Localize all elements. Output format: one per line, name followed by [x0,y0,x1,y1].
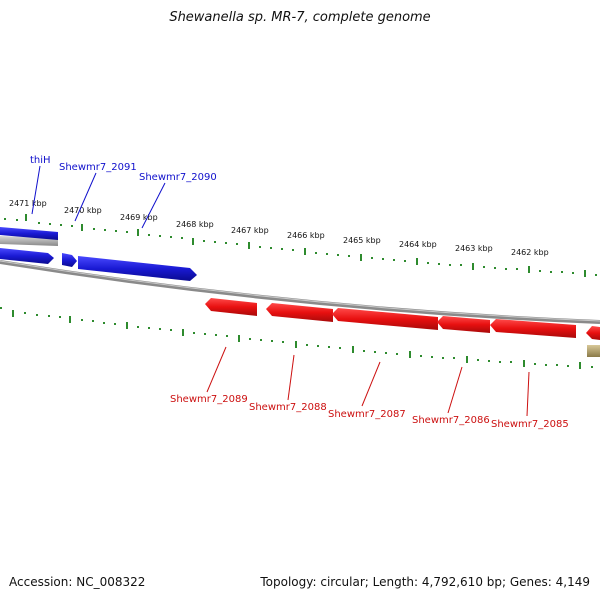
gene-thih[interactable] [0,227,58,240]
topology-text: Topology: circular; Length: 4,792,610 bp… [260,575,590,589]
upper-scale-ticks [4,214,597,277]
scale-labels: 2471 kbp 2470 kbp 2469 kbp 2468 kbp 2467… [9,199,549,257]
scale-label: 2463 kbp [455,244,493,253]
gene-shewmr7-2091[interactable] [62,253,77,267]
forward-leader-lines [31,165,166,229]
lower-scale-ticks [0,307,593,369]
gene-shewmr7-2090[interactable] [78,256,197,281]
gene-shewmr7-2088[interactable] [266,303,333,322]
gene-red-partial[interactable] [586,326,600,340]
scale-label: 2465 kbp [343,236,381,245]
gene-shewmr7-2089[interactable] [205,298,257,316]
feature-khaki[interactable] [587,345,600,357]
gene-label-shewmr7-2087[interactable]: Shewmr7_2087 [328,409,406,420]
scale-label: 2469 kbp [120,213,158,222]
genome-backbone-highlight [0,260,600,322]
scale-label: 2467 kbp [231,226,269,235]
map-title: Shewanella sp. MR-7, complete genome [169,10,431,25]
gene-label-shewmr7-2091[interactable]: Shewmr7_2091 [59,162,137,173]
gene-shewmr7-2086[interactable] [437,316,490,333]
scale-label: 2462 kbp [511,248,549,257]
genome-backbone [0,260,600,324]
gene-label-thih[interactable]: thiH [30,155,51,166]
scale-label: 2468 kbp [176,220,214,229]
gene-label-shewmr7-2086[interactable]: Shewmr7_2086 [412,415,490,426]
scale-label: 2470 kbp [64,206,102,215]
accession-text: Accession: NC_008322 [9,575,146,589]
scale-label: 2464 kbp [399,240,437,249]
scale-label: 2466 kbp [287,231,325,240]
gene-shewmr7-2087[interactable] [332,308,438,330]
gene-shewmr7-2085[interactable] [490,319,576,338]
gene-label-shewmr7-2089[interactable]: Shewmr7_2089 [170,394,248,405]
scale-label: 2471 kbp [9,199,47,208]
gene-label-shewmr7-2085[interactable]: Shewmr7_2085 [491,419,569,430]
gene-label-shewmr7-2088[interactable]: Shewmr7_2088 [249,402,327,413]
reverse-leader-lines [206,346,530,417]
gene-forward-left[interactable] [0,248,54,264]
gene-label-shewmr7-2090[interactable]: Shewmr7_2090 [139,172,217,183]
